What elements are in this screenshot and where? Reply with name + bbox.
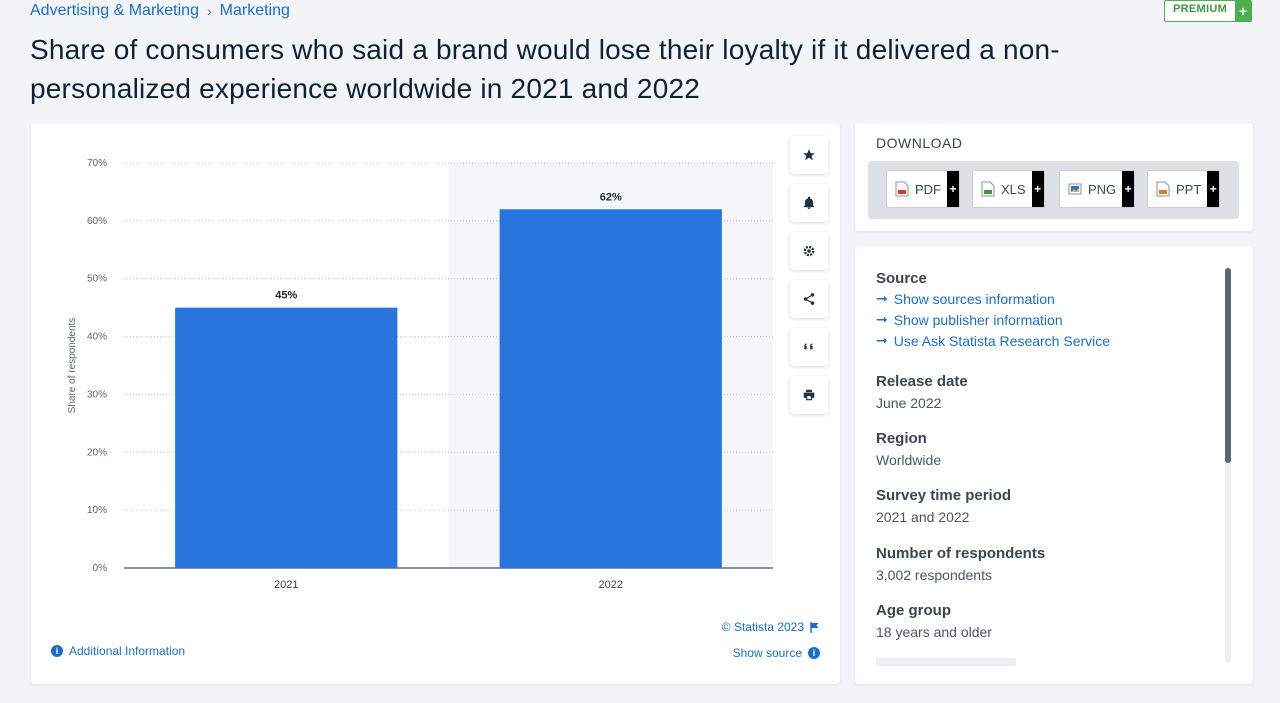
show-sources-label: Show sources information <box>893 290 1055 307</box>
ask-statista-link[interactable]: ➞ Use Ask Statista Research Service <box>876 332 1110 349</box>
respondents-value: 3,002 respondents <box>876 567 992 583</box>
show-publisher-link[interactable]: ➞ Show publisher information <box>876 311 1110 328</box>
gear-icon[interactable] <box>790 232 828 270</box>
show-sources-link[interactable]: ➞ Show sources information <box>876 290 1110 307</box>
additional-information-link[interactable]: i Additional Information <box>51 644 185 658</box>
download-xls-label: XLS <box>1001 181 1026 197</box>
download-png-label: PNG <box>1088 181 1117 197</box>
respondents-section: Number of respondents 3,002 respondents <box>876 545 1045 583</box>
bar-value-label: 45% <box>275 290 297 302</box>
plus-icon: + <box>1207 171 1220 207</box>
xls-file-icon <box>981 181 995 197</box>
region-value: Worldwide <box>876 452 942 468</box>
y-tick-label: 10% <box>87 505 107 516</box>
download-card: DOWNLOAD PDF + XLS + PNG + PPT + <box>855 123 1253 231</box>
scrollbar-thumb[interactable] <box>1225 268 1231 463</box>
show-source-link[interactable]: Show source i <box>733 646 820 660</box>
bar-chart: 0% 10% 20% 30% 40% 50% 60% 70% Share of responde… <box>67 158 773 591</box>
show-publisher-label: Show publisher information <box>893 311 1063 328</box>
y-tick-label: 30% <box>87 389 107 400</box>
breadcrumb-item-marketing[interactable]: Marketing <box>219 2 290 19</box>
ppt-file-icon <box>1156 181 1170 197</box>
survey-period-section: Survey time period 2021 and 2022 <box>876 487 1011 525</box>
age-group-section: Age group 18 years and older <box>876 602 992 640</box>
y-tick-label: 0% <box>93 563 108 574</box>
survey-period-label: Survey time period <box>876 487 1012 504</box>
release-date-section: Release date June 2022 <box>876 373 968 411</box>
share-icon[interactable] <box>790 280 828 318</box>
x-tick-label: 2022 <box>599 579 623 591</box>
page-title: Share of consumers who said a brand woul… <box>30 34 1060 104</box>
download-pdf-button[interactable]: PDF + <box>886 170 960 208</box>
arrow-right-icon: ➞ <box>876 311 888 327</box>
download-title: DOWNLOAD <box>876 135 963 151</box>
release-date-label: Release date <box>876 373 968 390</box>
age-group-value: 18 years and older <box>876 624 992 640</box>
download-xls-button[interactable]: XLS + <box>972 170 1045 208</box>
quote-icon[interactable] <box>790 328 828 366</box>
breadcrumb-separator: › <box>206 3 212 19</box>
age-group-label: Age group <box>876 602 951 619</box>
show-source-label: Show source <box>732 646 802 660</box>
flag-icon <box>810 621 819 633</box>
premium-label: PREMIUM <box>1173 3 1228 15</box>
info-icon: i <box>51 645 63 657</box>
chart-card: 0% 10% 20% 30% 40% 50% 60% 70% Share of responde… <box>31 123 840 684</box>
plus-icon: + <box>947 171 959 207</box>
respondents-label: Number of respondents <box>876 545 1046 562</box>
x-tick-label: 2021 <box>274 579 298 591</box>
copyright-link[interactable]: © Statista 2023 <box>722 620 820 634</box>
breadcrumb-item-advertising[interactable]: Advertising & Marketing <box>30 2 199 19</box>
source-heading: Source <box>876 270 927 287</box>
plus-icon: + <box>1031 171 1044 207</box>
y-tick-label: 20% <box>87 447 107 458</box>
premium-plus-icon: + <box>1235 1 1252 21</box>
bar <box>175 307 398 568</box>
print-icon[interactable] <box>790 376 828 414</box>
y-axis-label: Share of respondents <box>67 318 78 414</box>
y-tick-label: 70% <box>87 158 107 169</box>
arrow-right-icon: ➞ <box>876 290 888 306</box>
source-section: Source ➞ Show sources information ➞ Show… <box>876 270 1110 349</box>
y-tick-label: 50% <box>87 274 107 285</box>
plus-icon: + <box>1122 171 1135 207</box>
ask-statista-label: Use Ask Statista Research Service <box>893 332 1111 349</box>
bar <box>499 209 722 568</box>
survey-period-value: 2021 and 2022 <box>876 509 970 525</box>
bar-value-label: 62% <box>600 191 622 203</box>
statistic-details-card: Source ➞ Show sources information ➞ Show… <box>855 246 1253 684</box>
download-pdf-label: PDF <box>915 181 941 197</box>
info-icon: i <box>808 647 820 659</box>
download-ppt-button[interactable]: PPT + <box>1147 170 1221 208</box>
additional-information-label: Additional Information <box>69 644 186 658</box>
premium-badge[interactable]: PREMIUM + <box>1164 0 1253 22</box>
clipped-content <box>876 658 1016 666</box>
download-bar: PDF + XLS + PNG + PPT + <box>868 161 1239 219</box>
copyright-text: © Statista 2023 <box>721 620 804 634</box>
png-file-icon <box>1068 183 1082 195</box>
region-label: Region <box>876 430 927 447</box>
release-date-value: June 2022 <box>876 395 942 411</box>
y-tick-label: 40% <box>87 332 107 343</box>
region-section: Region Worldwide <box>876 430 941 468</box>
pdf-file-icon <box>895 181 909 197</box>
download-png-button[interactable]: PNG + <box>1059 170 1136 208</box>
breadcrumb: Advertising & Marketing › Marketing <box>30 2 290 20</box>
chart-toolbar <box>790 136 828 414</box>
star-icon[interactable] <box>790 136 828 174</box>
y-tick-label: 60% <box>87 216 107 227</box>
download-ppt-label: PPT <box>1176 181 1202 197</box>
arrow-right-icon: ➞ <box>876 332 888 348</box>
bell-icon[interactable] <box>790 184 828 222</box>
details-scrollbar[interactable] <box>1225 268 1231 663</box>
